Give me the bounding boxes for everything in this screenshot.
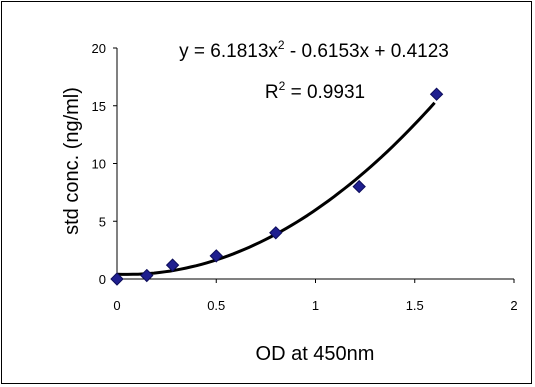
data-point	[165, 258, 180, 272]
y-tick-label: 10	[92, 157, 106, 172]
y-tick-label: 15	[92, 99, 106, 114]
y-axis-title: std conc. (ng/ml)	[61, 87, 83, 235]
data-points	[110, 87, 444, 286]
x-tick-label: 0	[113, 298, 120, 313]
trendline-group	[116, 101, 436, 276]
y-tick-label: 5	[99, 214, 106, 229]
data-point	[429, 87, 444, 101]
axes	[113, 47, 515, 283]
x-tick-label: 1	[312, 298, 319, 313]
data-point	[209, 249, 223, 263]
x-tick-label: 2	[510, 298, 517, 313]
data-point	[352, 179, 366, 194]
x-axis-title: OD at 450nm	[256, 343, 375, 365]
x-tick-label: 1.5	[406, 298, 424, 313]
x-tick-label: 0.5	[207, 298, 225, 313]
y-tick-label: 0	[99, 272, 106, 287]
equation-text: y = 6.1813x2 - 0.6153x + 0.4123	[179, 38, 449, 62]
data-point	[110, 272, 124, 286]
data-point	[269, 226, 283, 240]
r-squared-text: R2 = 0.9931	[265, 79, 365, 103]
y-tick-labels: 0 5 10 15 20	[92, 41, 106, 287]
trendline	[116, 101, 436, 276]
x-tick-labels: 0 0.5 1 1.5 2	[113, 298, 517, 313]
data-point	[140, 268, 154, 283]
y-tick-label: 20	[92, 41, 106, 56]
